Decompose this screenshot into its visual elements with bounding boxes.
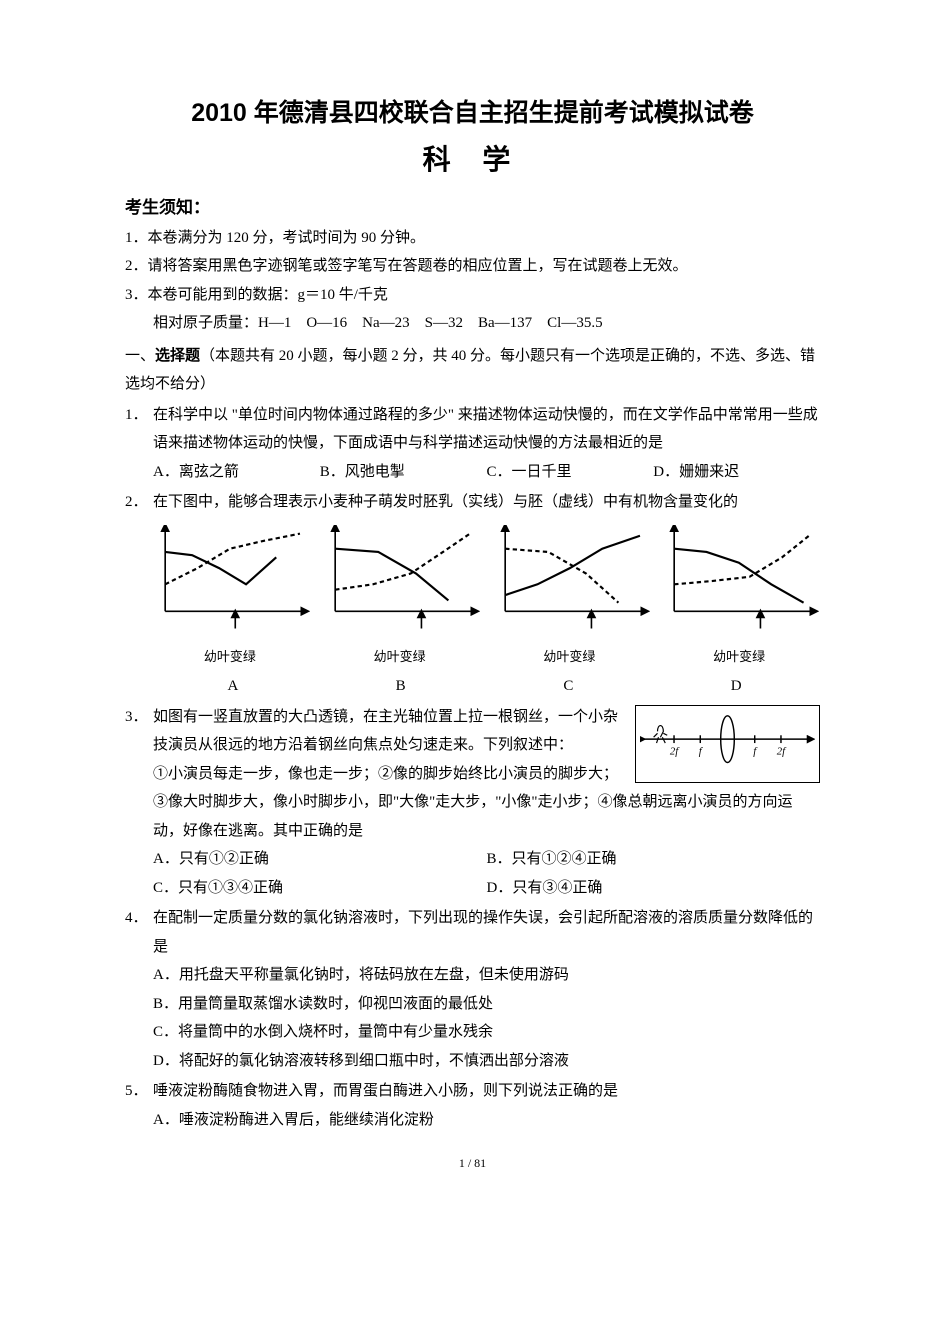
- q1-opt-d: D．姗姗来迟: [653, 458, 820, 487]
- question-5: 5． 唾液淀粉酶随食物进入胃，而胃蛋白酶进入小肠，则下列说法正确的是 A．唾液淀…: [125, 1077, 820, 1134]
- section-label: 选择题: [155, 348, 200, 364]
- chart-b-caption: 幼叶变绿: [319, 645, 481, 670]
- q4-stem: 在配制一定质量分数的氯化钠溶液时，下列出现的操作失误，会引起所配溶液的溶质质量分…: [153, 904, 820, 961]
- atomic-masses: 相对原子质量：H—1 O—16 Na—23 S—32 Ba—137 Cl—35.…: [153, 309, 820, 338]
- q3-number: 3．: [125, 703, 153, 903]
- q4-opt-c: C．将量筒中的水倒入烧杯时，量筒中有少量水残余: [153, 1018, 820, 1047]
- chart-a-caption: 幼叶变绿: [149, 645, 311, 670]
- section-prefix: 一、: [125, 348, 155, 364]
- q4-opt-d: D．将配好的氯化钠溶液转移到细口瓶中时，不慎洒出部分溶液: [153, 1047, 820, 1076]
- page-footer: 1 / 81: [125, 1152, 820, 1175]
- q3-opt-b: B．只有①②④正确: [487, 845, 821, 874]
- exam-title: 2010 年德清县四校联合自主招生提前考试模拟试卷: [125, 95, 820, 133]
- chart-b: 幼叶变绿: [319, 525, 481, 670]
- chart-a: 幼叶变绿: [149, 525, 311, 670]
- question-4: 4． 在配制一定质量分数的氯化钠溶液时，下列出现的操作失误，会引起所配溶液的溶质…: [125, 904, 820, 1075]
- q5-options: A．唾液淀粉酶进入胃后，能继续消化淀粉: [153, 1106, 820, 1135]
- q3-stem-1: 如图有一竖直放置的大凸透镜，在主光轴位置上拉一根钢丝，一个小杂技演员从很远的地方…: [153, 709, 618, 754]
- q4-number: 4．: [125, 904, 153, 1075]
- q2-charts: 幼叶变绿 幼叶变绿 幼叶变绿 幼叶变绿: [149, 525, 820, 670]
- chart-c: 幼叶变绿: [489, 525, 651, 670]
- q3-opt-d: D．只有③④正确: [487, 874, 821, 903]
- question-3: 3． 2f f f 2f 如图有一竖直放置的大凸透镜，在主光轴位置上拉一根钢丝，…: [125, 703, 820, 903]
- q5-opt-a: A．唾液淀粉酶进入胃后，能继续消化淀粉: [153, 1106, 820, 1135]
- q1-opt-a: A．离弦之箭: [153, 458, 320, 487]
- notice-heading: 考生须知：: [125, 192, 820, 224]
- exam-subject: 科 学: [125, 133, 820, 186]
- q2-stem: 在下图中，能够合理表示小麦种子萌发时胚乳（实线）与胚（虚线）中有机物含量变化的: [153, 488, 820, 517]
- q5-body: 唾液淀粉酶随食物进入胃，而胃蛋白酶进入小肠，则下列说法正确的是 A．唾液淀粉酶进…: [153, 1077, 820, 1134]
- q2-number: 2．: [125, 488, 153, 517]
- q3-opt-a: A．只有①②正确: [153, 845, 487, 874]
- chart-letter-c: C: [485, 672, 653, 701]
- svg-text:2f: 2f: [777, 745, 787, 757]
- notice-item-2: 2．请将答案用黑色字迹钢笔或签字笔写在答题卷的相应位置上，写在试题卷上无效。: [125, 252, 820, 281]
- q1-opt-b: B．风弛电掣: [320, 458, 487, 487]
- chart-c-caption: 幼叶变绿: [489, 645, 651, 670]
- q1-stem: 在科学中以 "单位时间内物体通过路程的多少" 来描述物体运动快慢的，而在文学作品…: [153, 401, 820, 458]
- q4-opt-a: A．用托盘天平称量氯化钠时，将砝码放在左盘，但未使用游码: [153, 961, 820, 990]
- q1-options: A．离弦之箭 B．风弛电掣 C．一日千里 D．姗姗来迟: [153, 458, 820, 487]
- svg-text:f: f: [699, 745, 704, 757]
- lens-diagram: 2f f f 2f: [635, 705, 820, 784]
- chart-letter-d: D: [652, 672, 820, 701]
- notice-item-3: 3．本卷可能用到的数据：g＝10 牛/千克: [125, 281, 820, 310]
- section-desc: （本题共有 20 小题，每小题 2 分，共 40 分。每小题只有一个选项是正确的…: [125, 348, 815, 393]
- q3-options: A．只有①②正确 B．只有①②④正确 C．只有①③④正确 D．只有③④正确: [153, 845, 820, 902]
- svg-text:2f: 2f: [670, 745, 680, 757]
- q4-options: A．用托盘天平称量氯化钠时，将砝码放在左盘，但未使用游码 B．用量筒量取蒸馏水读…: [153, 961, 820, 1075]
- q1-number: 1．: [125, 401, 153, 458]
- svg-text:f: f: [753, 745, 758, 757]
- chart-d: 幼叶变绿: [658, 525, 820, 670]
- q5-number: 5．: [125, 1077, 153, 1134]
- q1-opt-c: C．一日千里: [487, 458, 654, 487]
- chart-d-caption: 幼叶变绿: [658, 645, 820, 670]
- q2-chart-letters: A B C D: [149, 672, 820, 701]
- q3-opt-c: C．只有①③④正确: [153, 874, 487, 903]
- q4-body: 在配制一定质量分数的氯化钠溶液时，下列出现的操作失误，会引起所配溶液的溶质质量分…: [153, 904, 820, 1075]
- question-1: 1． 在科学中以 "单位时间内物体通过路程的多少" 来描述物体运动快慢的，而在文…: [125, 401, 820, 458]
- q5-stem: 唾液淀粉酶随食物进入胃，而胃蛋白酶进入小肠，则下列说法正确的是: [153, 1077, 820, 1106]
- question-2: 2． 在下图中，能够合理表示小麦种子萌发时胚乳（实线）与胚（虚线）中有机物含量变…: [125, 488, 820, 517]
- chart-letter-b: B: [317, 672, 485, 701]
- q3-body: 2f f f 2f 如图有一竖直放置的大凸透镜，在主光轴位置上拉一根钢丝，一个小…: [153, 703, 820, 903]
- section-1-heading: 一、选择题（本题共有 20 小题，每小题 2 分，共 40 分。每小题只有一个选…: [125, 342, 820, 399]
- chart-letter-a: A: [149, 672, 317, 701]
- notice-item-1: 1．本卷满分为 120 分，考试时间为 90 分钟。: [125, 224, 820, 253]
- q4-opt-b: B．用量筒量取蒸馏水读数时，仰视凹液面的最低处: [153, 990, 820, 1019]
